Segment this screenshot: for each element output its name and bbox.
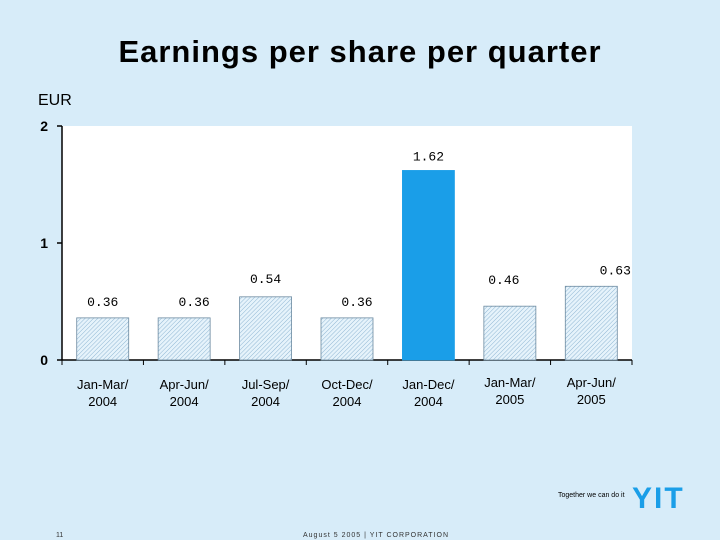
y-tick-label: 0: [40, 352, 48, 368]
data-label: 1.62: [413, 149, 444, 164]
data-label: 0.46: [488, 273, 519, 288]
page-number: 11: [56, 532, 64, 539]
bar: [157, 317, 211, 361]
tagline: Together we can do it: [558, 492, 625, 499]
x-category-label: Apr-Jun/ 2004: [159, 377, 209, 409]
bar: [483, 305, 537, 361]
bar: [239, 296, 292, 361]
y-tick-label: 1: [40, 235, 48, 251]
footer-date-company: August 5 2005 | YIT CORPORATION: [303, 532, 450, 539]
x-category-label: Jan-Mar/ 2004: [77, 377, 129, 409]
data-label: 0.36: [341, 295, 372, 310]
svg-text:YIT: YIT: [632, 482, 685, 512]
bar: [76, 317, 130, 361]
x-category-label: Jan-Mar/ 2005: [484, 375, 536, 407]
bar: [402, 170, 455, 361]
y-tick-label: 2: [40, 118, 48, 134]
data-label: 0.36: [179, 295, 210, 310]
x-category-label: Jul-Sep/ 2004: [241, 377, 290, 409]
x-category-label: Oct-Dec/ 2004: [321, 377, 373, 409]
data-label: 0.63: [600, 263, 631, 278]
chart-title: Earnings per share per quarter: [118, 34, 602, 69]
bar: [320, 317, 374, 361]
data-label: 0.54: [250, 272, 281, 287]
bar: [564, 285, 618, 361]
unit-label: EUR: [38, 92, 72, 109]
yit-logo: YIT: [632, 482, 685, 512]
x-category-label: Jan-Dec/ 2004: [402, 377, 455, 409]
x-category-label: Apr-Jun/ 2005: [566, 375, 616, 407]
data-label: 0.36: [87, 295, 118, 310]
